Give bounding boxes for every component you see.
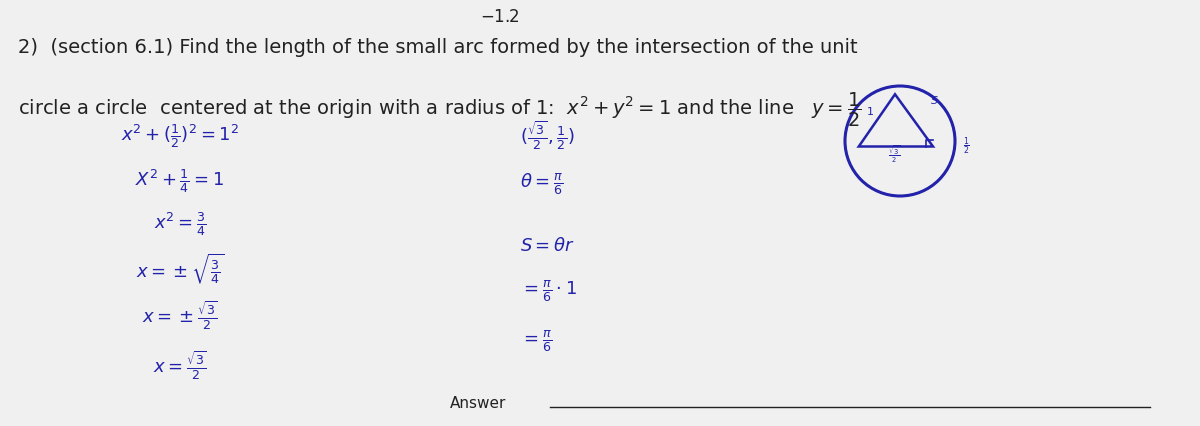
Text: $x=\frac{\sqrt{3}}{2}$: $x=\frac{\sqrt{3}}{2}$ <box>154 350 206 383</box>
Text: 2)  (section 6.1) Find the length of the small arc formed by the intersection of: 2) (section 6.1) Find the length of the … <box>18 38 858 57</box>
Text: $1$: $1$ <box>865 105 874 117</box>
Text: $S$: $S$ <box>930 94 938 106</box>
Text: $x=\pm\frac{\sqrt{3}}{2}$: $x=\pm\frac{\sqrt{3}}{2}$ <box>142 299 218 332</box>
Text: $=\frac{\pi}{6}\cdot1$: $=\frac{\pi}{6}\cdot1$ <box>520 278 577 304</box>
Text: $S=\theta r$: $S=\theta r$ <box>520 237 575 255</box>
Text: $\frac{\sqrt{3}}{2}$: $\frac{\sqrt{3}}{2}$ <box>888 144 901 165</box>
Text: $x=\pm\sqrt{\frac{3}{4}}$: $x=\pm\sqrt{\frac{3}{4}}$ <box>136 252 224 286</box>
Text: circle a circle  centered at the origin with a radius of 1:  $x^2 + y^2 = 1$ and: circle a circle centered at the origin w… <box>18 91 862 129</box>
Text: Answer: Answer <box>450 397 506 412</box>
Text: $- 1.2$: $- 1.2$ <box>480 8 520 26</box>
Text: $=\frac{\pi}{6}$: $=\frac{\pi}{6}$ <box>520 328 552 354</box>
Text: $\frac{1}{2}$: $\frac{1}{2}$ <box>964 136 971 157</box>
Text: $x^2=\frac{3}{4}$: $x^2=\frac{3}{4}$ <box>154 210 206 238</box>
Text: $(\frac{\sqrt{3}}{2},\frac{1}{2})$: $(\frac{\sqrt{3}}{2},\frac{1}{2})$ <box>520 120 575 153</box>
Text: $x^2+(\frac{1}{2})^2=1^2$: $x^2+(\frac{1}{2})^2=1^2$ <box>121 122 239 150</box>
Text: $\theta=\frac{\pi}{6}$: $\theta=\frac{\pi}{6}$ <box>520 171 563 197</box>
Text: $X^2+\frac{1}{4}=1$: $X^2+\frac{1}{4}=1$ <box>136 167 224 195</box>
